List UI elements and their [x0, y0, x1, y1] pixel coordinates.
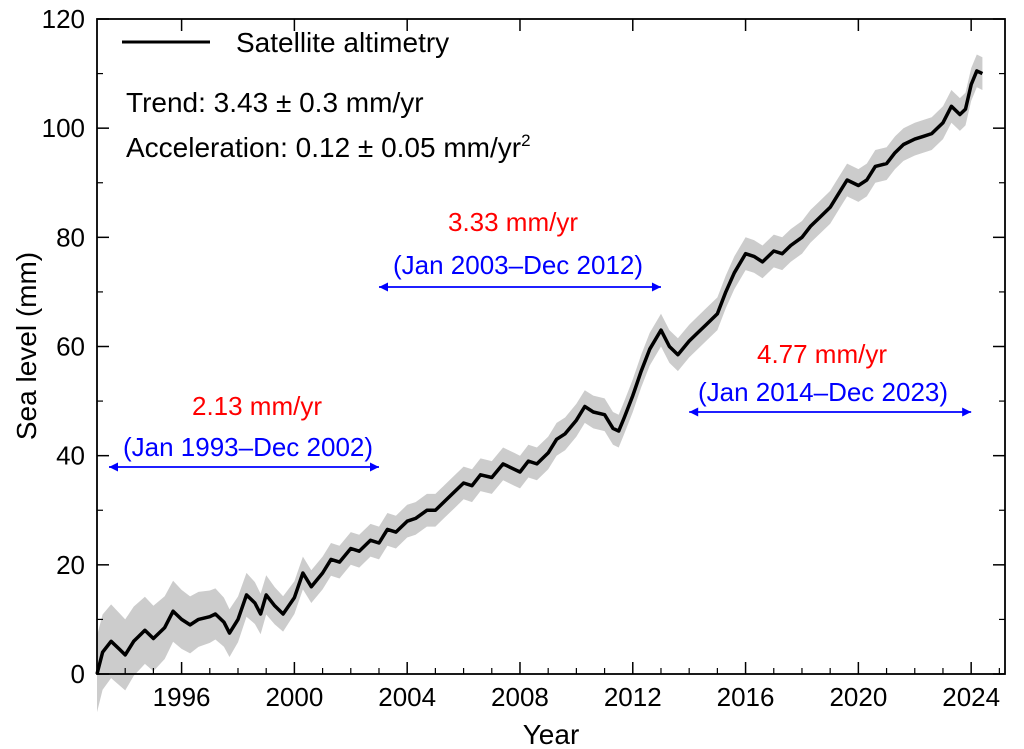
series-line-satellite-altimetry — [95, 69, 984, 675]
acceleration-value: Acceleration: 0.12 ± 0.05 mm/yr — [126, 132, 521, 163]
ticks-layer: 1996 2000 2004 2008 2012 2016 2020 2024 0 20 40 60 8… — [42, 4, 1005, 712]
x-tick-label: 2000 — [265, 682, 323, 712]
period-arrow-head-right — [651, 282, 661, 292]
x-tick-label: 1996 — [153, 682, 211, 712]
period-1-rate: 2.13 mm/yr — [192, 391, 322, 421]
period-1-label: (Jan 1993–Dec 2002) — [123, 432, 373, 462]
x-tick-label: 2012 — [604, 682, 662, 712]
trend-text: Trend: 3.43 ± 0.3 mm/yr — [126, 87, 424, 118]
period-3-arrow — [689, 407, 972, 417]
period-2-arrow — [378, 282, 661, 292]
period-arrow-head-left — [689, 407, 699, 417]
x-tick-label: 2020 — [829, 682, 887, 712]
period-arrow-head-left — [378, 282, 388, 292]
acceleration-exponent: 2 — [521, 131, 530, 150]
uncertainty-band-layer — [97, 54, 983, 713]
y-tick-label: 60 — [56, 332, 85, 362]
y-tick-label: 100 — [42, 113, 85, 143]
acceleration-text: Acceleration: 0.12 ± 0.05 mm/yr2 — [126, 131, 531, 163]
y-tick-label: 20 — [56, 550, 85, 580]
period-2-rate: 3.33 mm/yr — [448, 207, 578, 237]
uncertainty-band — [97, 54, 983, 713]
x-tick-label: 2008 — [491, 682, 549, 712]
y-tick-label: 40 — [56, 441, 85, 471]
y-tick-label: 80 — [56, 222, 85, 252]
period-arrow-head-left — [109, 462, 118, 472]
period-arrow-head-right — [369, 462, 379, 472]
period-3-label: (Jan 2014–Dec 2023) — [698, 377, 948, 407]
x-axis-title: Year — [523, 719, 580, 749]
y-tick-label: 120 — [42, 4, 85, 34]
period-3-rate: 4.77 mm/yr — [757, 339, 887, 369]
x-tick-label: 2016 — [717, 682, 775, 712]
period-arrow-head-right — [962, 407, 972, 417]
x-tick-label: 2024 — [942, 682, 1000, 712]
y-axis-title: Sea level (mm) — [11, 252, 42, 440]
x-tick-label: 2004 — [378, 682, 436, 712]
period-1-arrow — [109, 462, 379, 472]
y-tick-label: 0 — [71, 659, 85, 689]
period-2-label: (Jan 2003–Dec 2012) — [393, 250, 643, 280]
series-layer — [95, 69, 984, 675]
legend-label: Satellite altimetry — [236, 27, 449, 58]
period-layer: 2.13 mm/yr (Jan 1993–Dec 2002) 3.33 mm/y… — [109, 207, 972, 472]
